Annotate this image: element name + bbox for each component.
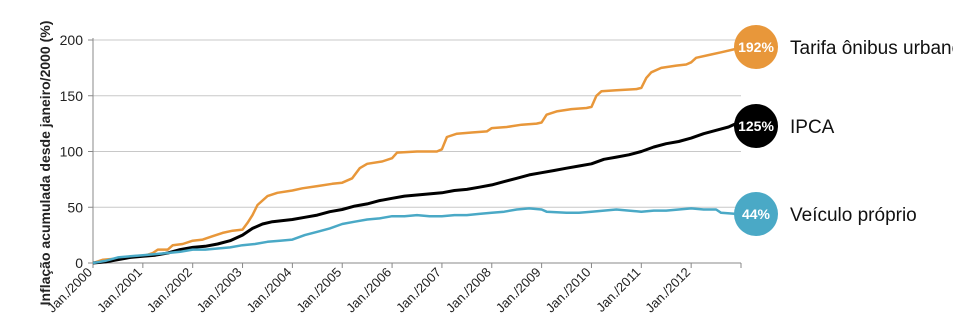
series-name-1: IPCA: [790, 117, 835, 138]
y-tick-label-150: 150: [60, 88, 84, 104]
x-tick-label: Jan./2004: [244, 265, 295, 316]
x-tick-label: Jan./2002: [144, 265, 195, 316]
gridlines: [93, 40, 741, 207]
x-tick-label: Jan./2009: [493, 265, 544, 316]
y-axis-label: Inflação acumulada desde janeiro/2000 (%…: [37, 21, 53, 306]
axes: 050100150200Jan./2000Jan./2001Jan./2002J…: [44, 32, 741, 316]
series-badge-label-1: 125%: [738, 118, 774, 134]
x-tick-label: Jan./2008: [443, 265, 494, 316]
series-badge-label-0: 192%: [738, 39, 774, 55]
x-tick-label: Jan./2001: [94, 265, 145, 316]
series-name-2: Veículo próprio: [790, 205, 917, 226]
x-tick-label: Jan./2012: [642, 265, 693, 316]
series-badge-label-2: 44%: [742, 206, 771, 222]
x-tick-label: Jan./2011: [593, 265, 643, 315]
x-tick-label: Jan./2007: [393, 265, 444, 316]
y-tick-label-100: 100: [60, 144, 84, 160]
x-tick-label: Jan./2010: [543, 265, 594, 316]
x-tick-label: Jan./2003: [194, 265, 245, 316]
series-line-0: [93, 49, 736, 263]
y-tick-label-50: 50: [67, 199, 83, 215]
series-line-2: [93, 208, 736, 263]
y-tick-label-200: 200: [60, 32, 84, 48]
end-labels: 192% Tarifa ônibus urbano 125% IPCA 44% Veícu…: [734, 25, 953, 236]
x-tick-label: Jan./2005: [293, 265, 344, 316]
series-name-0: Tarifa ônibus urbano: [790, 38, 953, 59]
series-lines: [93, 49, 736, 263]
x-tick-label: Jan./2006: [343, 265, 394, 316]
